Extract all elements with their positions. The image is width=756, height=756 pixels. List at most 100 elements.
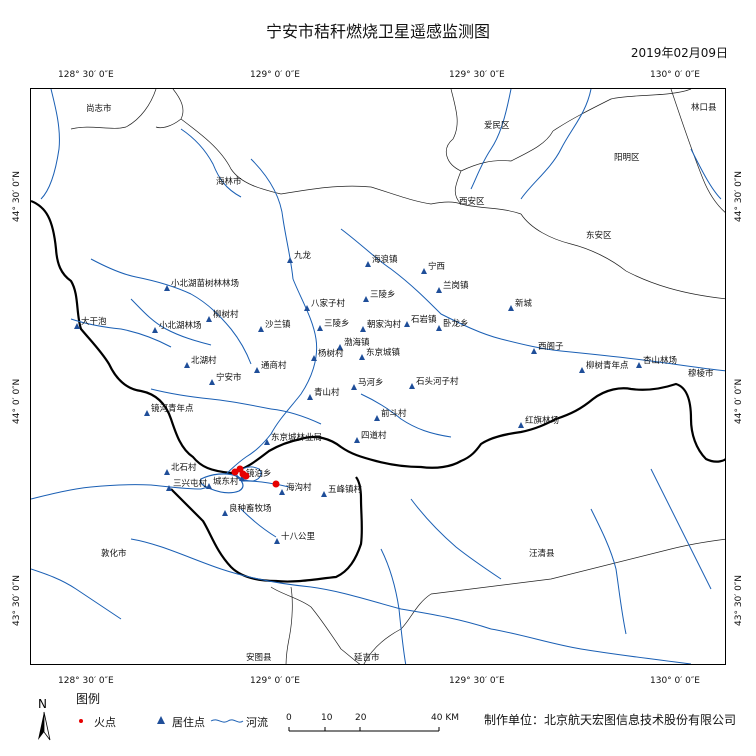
coord-left-2: 44° 0′ 0″N	[12, 378, 22, 424]
settlement-marker-icon	[321, 491, 327, 497]
place-beishi: 北石村	[171, 463, 197, 473]
scale-0: 0	[286, 713, 292, 723]
settlement-marker-icon	[307, 394, 313, 400]
coord-bottom-4: 130° 0′ 0″E	[650, 676, 700, 686]
coord-right-2: 44° 0′ 0″N	[734, 378, 744, 424]
settlement-marker-icon	[374, 415, 380, 421]
settlement-marker-icon	[144, 410, 150, 416]
settlement-marker-icon	[354, 437, 360, 443]
place-qiandoulin: 杏山林场	[643, 356, 678, 366]
settlement-marker-icon	[239, 475, 245, 481]
legend-title: 图例	[76, 692, 101, 706]
settlement-marker-icon	[206, 316, 212, 322]
settlement-marker-icon	[74, 323, 80, 329]
ningan-boundary-south	[170, 476, 363, 583]
settlement-marker-icon	[311, 355, 317, 361]
place-linkou: 林口县	[691, 103, 717, 113]
settlement-marker-icon	[258, 326, 264, 332]
coord-bottom-1: 128° 30′ 0″E	[58, 676, 114, 686]
coord-bottom-3: 129° 30′ 0″E	[449, 676, 505, 686]
settlement-marker-icon	[209, 379, 215, 385]
legend-river: 河流	[246, 716, 268, 729]
place-yangming: 阳明区	[614, 153, 640, 163]
place-dayang: 柳树村	[213, 310, 239, 320]
settlement-marker-icon	[287, 257, 293, 263]
fire-layer	[231, 465, 280, 488]
settlement-marker-icon	[404, 321, 410, 327]
map-frame[interactable]: 尚志市 爱民区 林口县 阳明区 海林市 西安区 东安区 九龙 海浪镇 宁西 小北…	[30, 88, 726, 665]
place-hailin: 海林市	[216, 177, 242, 187]
place-xiaohai: 渤海镇	[344, 338, 370, 348]
coord-top-4: 130° 0′ 0″E	[650, 70, 700, 80]
settlement-marker-icon	[351, 384, 357, 390]
place-sanling-b: 三陵乡	[324, 319, 350, 329]
place-dagan: 大干泡	[81, 317, 107, 327]
settlement-marker-icon	[508, 305, 514, 311]
place-shalan: 沙兰镇	[265, 320, 291, 330]
place-dongan: 东安区	[586, 231, 612, 241]
place-xincheng: 新城	[515, 299, 533, 309]
place-sanling-a: 三陵乡	[370, 290, 396, 300]
map-title: 宁安市秸秆燃烧卫星遥感监测图	[265, 22, 490, 41]
place-xige: 西阁子	[538, 342, 564, 352]
place-shangzhi: 尚志市	[86, 104, 112, 114]
settlement-marker-icon	[421, 268, 427, 274]
place-dongjing-forest: 东京城林业局	[271, 433, 323, 443]
settlement-marker-icon	[317, 325, 323, 331]
scale-40: 40 KM	[431, 713, 459, 723]
place-xian: 西安区	[459, 197, 485, 207]
place-wangqing: 汪清县	[529, 549, 555, 559]
settlement-marker-icon	[436, 287, 442, 293]
coord-top-1: 128° 30′ 0″E	[58, 70, 114, 80]
place-qingshan: 青山村	[314, 388, 340, 398]
settlement-marker-icon	[359, 354, 365, 360]
place-jinghe-qn: 镜河青年点	[151, 404, 194, 414]
fire-point[interactable]	[242, 472, 250, 480]
settlement-marker-icon	[304, 305, 310, 311]
settlement-marker-icon	[166, 485, 172, 491]
fire-point[interactable]	[272, 480, 280, 488]
place-aimin: 爱民区	[484, 121, 510, 131]
coord-right-3: 43° 30′ 0″N	[734, 575, 744, 626]
river-legend-icon	[210, 719, 244, 723]
settlement-marker-icon	[164, 285, 170, 291]
place-hongxing: 红旗林场	[525, 416, 560, 426]
map-date: 2019年02月09日	[630, 46, 728, 60]
place-mahe: 马河乡	[358, 378, 384, 388]
coord-left-3: 43° 30′ 0″N	[12, 575, 22, 626]
legend-settlement: 居住点	[172, 716, 205, 729]
settlement-marker-icon	[337, 344, 343, 350]
scale-bar	[288, 727, 440, 732]
settlement-marker-icon	[254, 367, 260, 373]
place-shiyan: 石岩镇	[411, 315, 437, 325]
place-wufeng: 五峰镇村	[328, 485, 363, 495]
settlement-marker-icon	[222, 510, 228, 516]
scale-10: 10	[321, 713, 333, 723]
place-dunhua: 敦化市	[101, 549, 127, 559]
settlement-marker-icon	[518, 422, 524, 428]
coord-bottom-2: 129° 0′ 0″E	[250, 676, 300, 686]
north-label: N	[38, 697, 47, 711]
coord-left-1: 44° 30′ 0″N	[12, 171, 22, 222]
place-shitou: 石头河子村	[416, 377, 459, 387]
place-ningan: 宁安市	[216, 373, 242, 383]
coord-top-2: 129° 0′ 0″E	[250, 70, 300, 80]
settlement-marker-icon	[184, 362, 190, 368]
place-wolong: 卧龙乡	[443, 319, 469, 329]
place-suileng: 穆棱市	[688, 369, 714, 379]
settlement-legend-icon	[157, 716, 165, 724]
place-hailang: 海浪镇	[372, 255, 398, 265]
legend-fire: 火点	[94, 716, 116, 729]
settlement-marker-icon	[365, 261, 371, 267]
settlement-marker-icon	[279, 489, 285, 495]
settlement-marker-icon	[363, 296, 369, 302]
place-xiaobeihu-lin: 小北湖林场	[159, 321, 202, 331]
place-lanling: 兰岗镇	[443, 281, 469, 291]
settlement-marker-icon	[531, 348, 537, 354]
settlement-marker-icon	[360, 326, 366, 332]
producer-credit: 制作单位：北京航天宏图信息技术股份有限公司	[484, 713, 737, 727]
settlement-marker-icon	[164, 469, 170, 475]
place-liangzhong: 良种畜牧场	[229, 504, 272, 514]
coord-top-3: 129° 30′ 0″E	[449, 70, 505, 80]
place-yangshu: 杨树村	[318, 349, 344, 359]
